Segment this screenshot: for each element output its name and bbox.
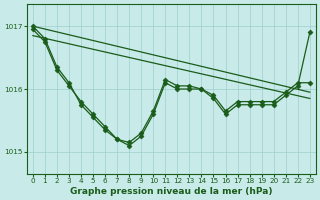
X-axis label: Graphe pression niveau de la mer (hPa): Graphe pression niveau de la mer (hPa) [70,187,273,196]
